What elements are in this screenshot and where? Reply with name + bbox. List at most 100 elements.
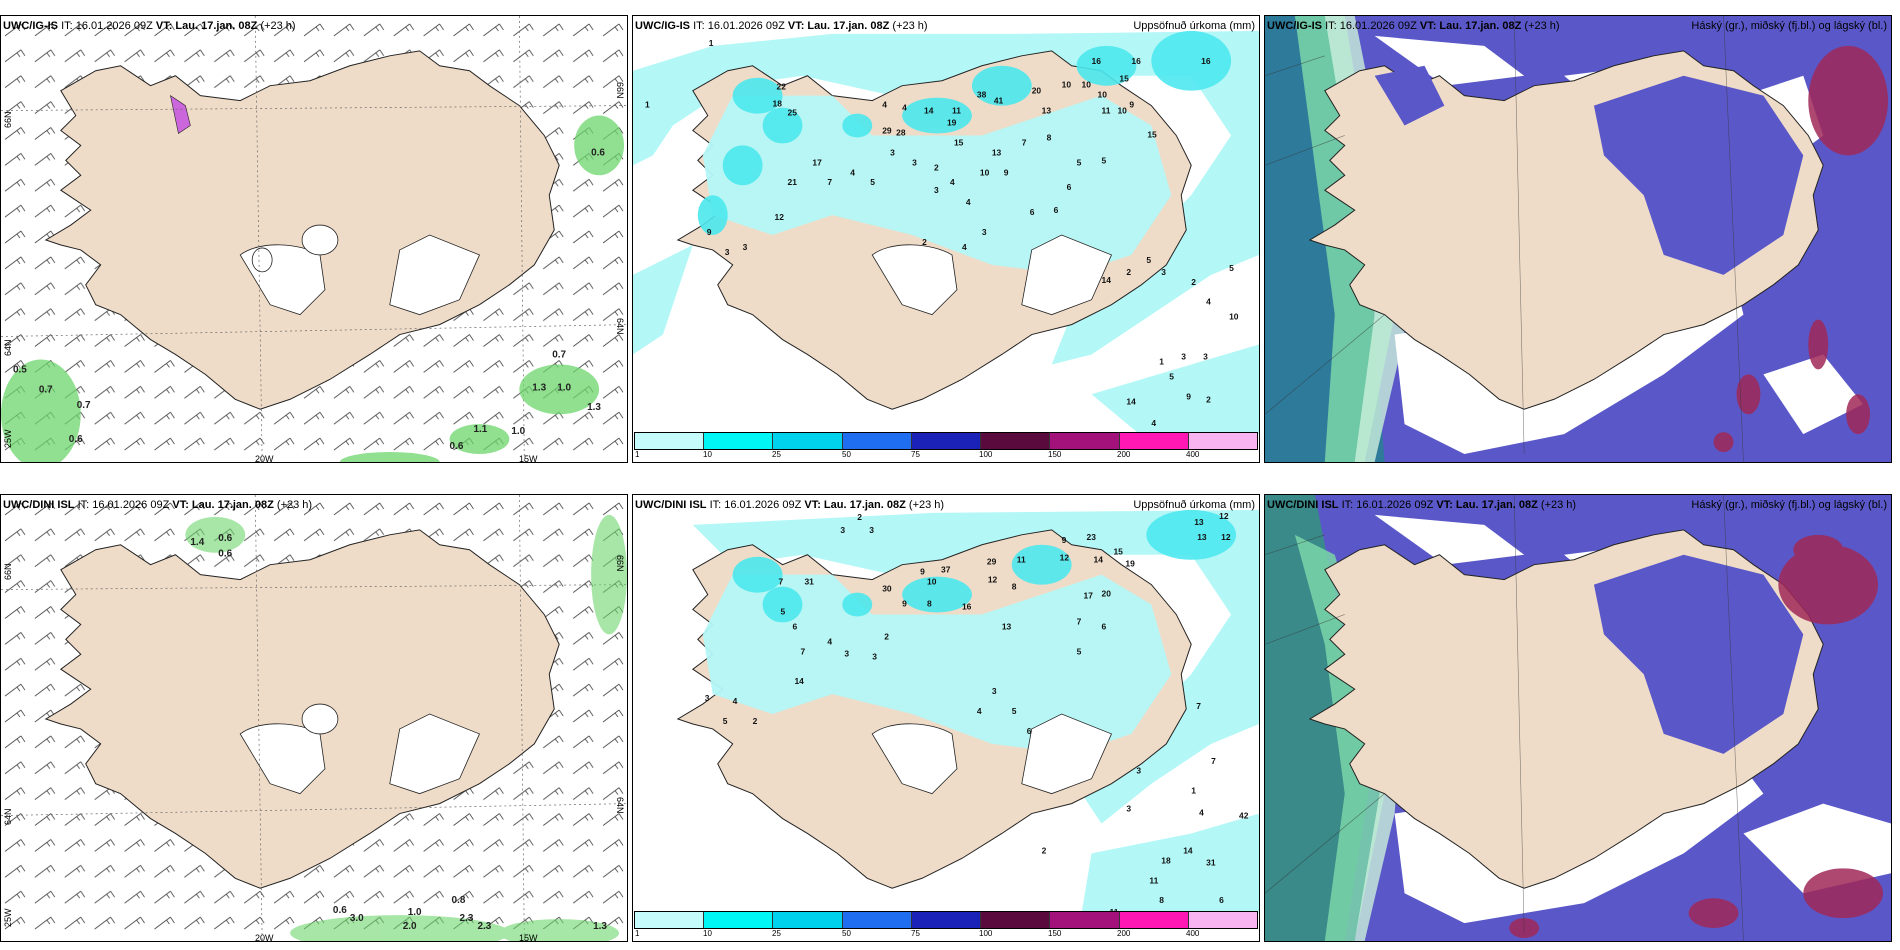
svg-text:28: 28 <box>896 127 906 137</box>
lon-label: 25W <box>3 908 13 927</box>
legend-swatch <box>1188 433 1257 449</box>
svg-text:15: 15 <box>1113 547 1123 557</box>
legend-swatch <box>635 433 705 449</box>
legend-tick: 50 <box>842 929 851 938</box>
svg-text:13: 13 <box>1197 532 1207 542</box>
svg-text:20: 20 <box>1102 589 1112 599</box>
svg-text:0.6: 0.6 <box>218 549 232 560</box>
svg-text:11: 11 <box>1017 555 1026 565</box>
svg-text:7: 7 <box>1196 701 1201 711</box>
svg-text:6: 6 <box>1102 621 1107 631</box>
svg-text:1.0: 1.0 <box>511 426 525 437</box>
lon-label: 20W <box>255 933 274 942</box>
precip-legend <box>634 432 1258 450</box>
svg-text:0.7: 0.7 <box>552 349 566 360</box>
svg-text:4: 4 <box>962 242 967 252</box>
legend-tick: 25 <box>772 929 781 938</box>
svg-text:7: 7 <box>1077 616 1082 626</box>
svg-text:3.0: 3.0 <box>350 913 364 924</box>
legend-swatch <box>1050 433 1120 449</box>
panel-dini-cloud: UWC/DINI ISL IT: 16.01.2026 09Z VT: Lau.… <box>1264 494 1892 942</box>
svg-text:4: 4 <box>882 100 887 110</box>
svg-text:16: 16 <box>1201 56 1211 66</box>
legend-swatch <box>981 433 1051 449</box>
svg-text:2: 2 <box>884 631 889 641</box>
svg-text:14: 14 <box>924 106 934 116</box>
map-dini-cloud <box>1265 495 1891 941</box>
legend-swatch <box>773 912 843 928</box>
svg-text:3: 3 <box>890 147 895 157</box>
svg-text:3: 3 <box>743 242 748 252</box>
svg-text:9: 9 <box>1129 100 1134 110</box>
lat-label: 64N <box>615 797 625 814</box>
legend-tick: 150 <box>1048 929 1062 938</box>
svg-text:4: 4 <box>850 167 855 177</box>
svg-text:15: 15 <box>954 137 964 147</box>
svg-text:7: 7 <box>1022 137 1027 147</box>
svg-text:8: 8 <box>1012 582 1017 592</box>
svg-text:4: 4 <box>827 636 832 646</box>
svg-text:6: 6 <box>792 621 797 631</box>
svg-text:31: 31 <box>1206 857 1216 867</box>
svg-text:4: 4 <box>1206 297 1211 307</box>
svg-text:10: 10 <box>927 577 937 587</box>
svg-text:3: 3 <box>992 686 997 696</box>
svg-text:5: 5 <box>1012 706 1017 716</box>
map-ig-wind: 0.6 0.5 0.7 0.7 0.6 0.7 1.3 1.0 1.1 1.0 … <box>1 16 627 462</box>
svg-text:18: 18 <box>773 99 783 109</box>
svg-text:16: 16 <box>1131 56 1141 66</box>
legend-swatch <box>981 912 1051 928</box>
svg-text:14: 14 <box>1094 555 1104 565</box>
svg-text:1.3: 1.3 <box>593 921 607 932</box>
svg-text:2: 2 <box>1126 267 1131 277</box>
svg-text:4: 4 <box>1151 418 1156 428</box>
svg-text:6: 6 <box>1219 895 1224 905</box>
svg-text:5: 5 <box>1146 255 1151 265</box>
svg-text:3: 3 <box>1181 351 1186 361</box>
legend-tick: 400 <box>1186 450 1200 459</box>
svg-text:13: 13 <box>1194 517 1204 527</box>
legend-tick: 25 <box>772 450 781 459</box>
svg-text:29: 29 <box>987 557 997 567</box>
svg-text:3: 3 <box>1136 766 1141 776</box>
legend-tick: 150 <box>1048 450 1062 459</box>
svg-text:6: 6 <box>1027 726 1032 736</box>
svg-text:3: 3 <box>912 157 917 167</box>
svg-text:9: 9 <box>1062 535 1067 545</box>
svg-text:2.3: 2.3 <box>477 921 491 932</box>
svg-text:5: 5 <box>1102 155 1107 165</box>
svg-text:9: 9 <box>902 599 907 609</box>
lon-label: 25W <box>3 429 13 448</box>
svg-text:7: 7 <box>779 577 784 587</box>
svg-text:1: 1 <box>1191 786 1196 796</box>
svg-text:13: 13 <box>1002 621 1012 631</box>
svg-text:5: 5 <box>870 177 875 187</box>
svg-text:29: 29 <box>882 125 892 135</box>
svg-text:22: 22 <box>777 82 787 92</box>
svg-text:38: 38 <box>977 90 987 100</box>
panel-dini-precip: 2 3 3 13 12 13 12 23 14 12 19 15 17 20 3… <box>632 494 1260 942</box>
panel-header: UWC/DINI ISL IT: 16.01.2026 09Z VT: Lau.… <box>1267 499 1577 511</box>
panel-ig-wind: 0.6 0.5 0.7 0.7 0.6 0.7 1.3 1.0 1.1 1.0 … <box>0 15 628 463</box>
svg-text:8: 8 <box>927 599 932 609</box>
svg-text:0.8: 0.8 <box>452 895 466 906</box>
svg-text:5: 5 <box>1169 371 1174 381</box>
svg-text:11: 11 <box>952 106 961 116</box>
svg-text:3: 3 <box>869 525 874 535</box>
legend-swatch <box>1119 433 1189 449</box>
svg-text:6: 6 <box>1054 205 1059 215</box>
legend-swatch <box>704 433 774 449</box>
legend-swatch <box>842 912 912 928</box>
legend-tick: 10 <box>703 450 712 459</box>
legend-swatch <box>1050 912 1120 928</box>
panel-ig-precip: 1 1 16 16 16 15 15 10 10 10 11 10 9 18 3… <box>632 15 1260 463</box>
svg-text:3: 3 <box>1126 804 1131 814</box>
svg-text:2: 2 <box>1191 277 1196 287</box>
map-ig-precip: 1 1 16 16 16 15 15 10 10 10 11 10 9 18 3… <box>633 30 1259 445</box>
legend-swatch <box>911 433 982 449</box>
panel-header: UWC/IG-IS IT: 16.01.2026 09Z VT: Lau. 17… <box>1267 20 1560 32</box>
svg-text:25: 25 <box>788 108 798 118</box>
legend-swatch <box>1119 912 1189 928</box>
svg-text:13: 13 <box>1042 106 1052 116</box>
svg-text:6: 6 <box>1030 207 1035 217</box>
